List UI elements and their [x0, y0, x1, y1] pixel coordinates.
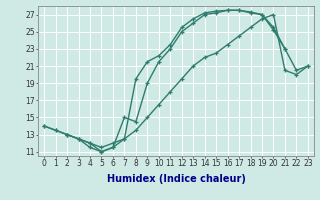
X-axis label: Humidex (Indice chaleur): Humidex (Indice chaleur) [107, 174, 245, 184]
